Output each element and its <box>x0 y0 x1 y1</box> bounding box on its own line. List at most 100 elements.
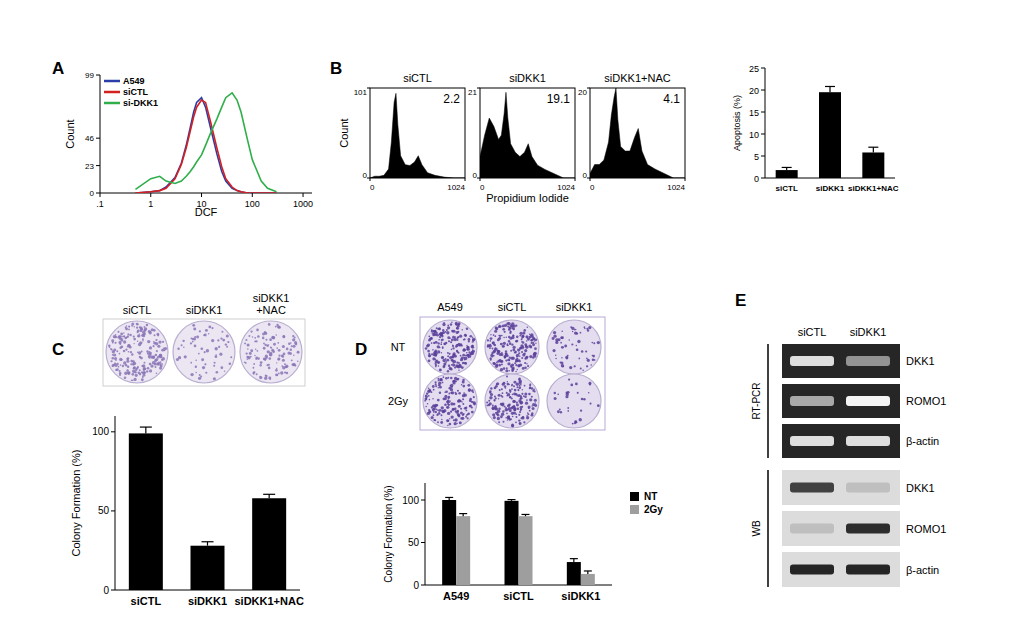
colony <box>506 412 508 414</box>
colony <box>195 366 197 368</box>
colony <box>512 328 515 331</box>
error-cap <box>263 494 275 495</box>
colony <box>126 358 128 360</box>
colony <box>492 348 494 350</box>
colony <box>498 364 501 367</box>
colony <box>155 342 158 345</box>
error-cap <box>825 86 835 87</box>
colony <box>277 358 279 360</box>
colony <box>432 385 435 388</box>
error-cap <box>445 497 453 498</box>
colony <box>524 385 526 387</box>
colony <box>493 399 495 401</box>
colony <box>465 416 467 418</box>
colony <box>433 407 436 410</box>
colony <box>132 380 133 381</box>
colony <box>439 336 441 338</box>
colony <box>582 369 584 371</box>
colony <box>498 394 501 397</box>
colony <box>495 397 497 399</box>
colony <box>136 323 139 326</box>
colony <box>447 420 449 422</box>
colony <box>200 375 202 377</box>
colony <box>194 345 197 348</box>
colony <box>184 355 187 358</box>
colony <box>448 398 450 400</box>
colony <box>461 417 464 420</box>
colony <box>525 402 528 405</box>
plate-label: siDKK1+NAC <box>253 292 290 316</box>
colony <box>454 422 457 425</box>
colony <box>508 370 510 372</box>
row-label: β-actin <box>906 564 939 576</box>
x-tick <box>100 193 101 197</box>
colony <box>142 338 144 340</box>
y-axis <box>765 68 766 178</box>
colony <box>438 327 441 330</box>
colony <box>143 367 146 370</box>
colony <box>561 336 564 339</box>
colony <box>142 340 143 341</box>
culture-plate <box>423 374 477 428</box>
colony <box>439 413 441 415</box>
colony <box>253 373 255 375</box>
colony <box>126 369 128 371</box>
colony <box>256 329 259 332</box>
colony <box>512 370 514 372</box>
colony <box>456 365 459 368</box>
colony <box>450 411 452 413</box>
colony <box>119 353 121 355</box>
colony <box>498 325 501 328</box>
x-tick <box>201 193 202 197</box>
colony <box>428 389 431 392</box>
colony <box>147 340 150 343</box>
band <box>790 396 834 406</box>
x-tick-label: A549 <box>443 590 469 602</box>
colony <box>517 369 518 370</box>
plate-row-label: 2Gy <box>388 395 409 407</box>
colony <box>467 417 469 419</box>
colony <box>198 353 200 355</box>
colony <box>529 387 531 389</box>
colony <box>134 378 137 381</box>
colony <box>496 352 499 355</box>
x-tick-label: 0 <box>370 183 375 192</box>
y-axis <box>425 483 426 585</box>
plate-dish <box>423 320 477 374</box>
colony <box>459 421 462 424</box>
error-line <box>829 86 830 92</box>
colony <box>508 404 511 407</box>
colony <box>154 334 156 336</box>
colony <box>458 399 461 402</box>
colony <box>459 343 462 346</box>
x-tick-label: siCTL <box>503 590 534 602</box>
colony <box>493 416 496 419</box>
colony <box>494 400 496 402</box>
histogram-area <box>370 93 465 178</box>
colony <box>160 357 161 358</box>
colony <box>519 360 521 362</box>
colony <box>507 322 510 325</box>
colony <box>449 367 452 370</box>
colony <box>432 333 435 336</box>
colony <box>442 359 445 362</box>
colony <box>144 362 146 364</box>
error-bar <box>570 559 578 562</box>
y-tick-label: 46 <box>85 134 94 143</box>
colony <box>254 337 256 339</box>
colony <box>495 365 498 368</box>
colony <box>511 398 513 400</box>
colony <box>527 412 528 413</box>
annotation: 2.2 <box>443 92 460 106</box>
colony <box>527 413 529 415</box>
colony <box>516 336 519 339</box>
colony <box>519 356 521 358</box>
colony <box>507 362 510 365</box>
colony <box>159 364 161 366</box>
colony <box>137 324 138 325</box>
colony <box>429 399 431 401</box>
error-cap <box>459 513 467 514</box>
y-tick-label: 23 <box>85 162 94 171</box>
plate-label: A549 <box>437 301 463 313</box>
colony <box>268 367 271 370</box>
